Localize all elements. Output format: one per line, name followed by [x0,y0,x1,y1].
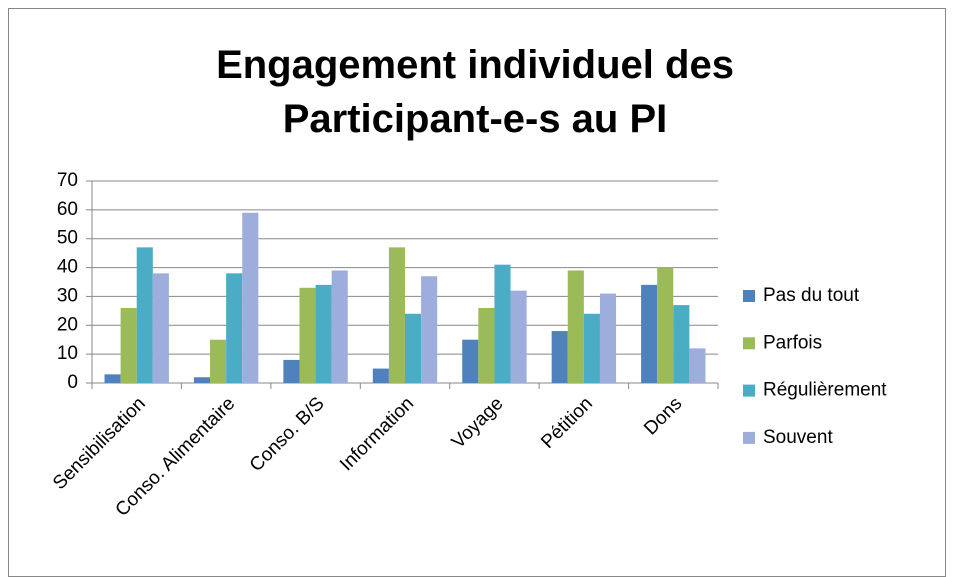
y-tick-label: 50 [57,228,78,249]
y-tick-label: 30 [57,285,78,306]
bar [372,368,389,383]
bar [242,212,259,383]
bar [657,267,674,383]
bar [210,339,227,383]
y-tick-label: 0 [67,372,78,393]
bar [421,276,438,383]
y-tick-label: 10 [57,343,78,364]
chart-title: Engagement individuel des Participant-e-… [216,43,734,141]
bar [478,307,495,383]
bar [551,331,568,383]
bar [405,313,422,383]
bar [299,287,316,383]
bar [599,293,617,383]
legend-label: Souvent [763,427,833,448]
legend-swatch [743,384,755,397]
legend-swatch [743,431,755,444]
y-tick-label: 60 [57,199,78,220]
bar [120,307,137,383]
legend-swatch [743,337,755,350]
bar [331,270,348,383]
legend-label: Parfois [763,332,822,353]
y-tick-label: 40 [57,257,78,278]
y-tick-label: 20 [57,314,78,335]
bar [462,339,479,383]
bar [689,348,706,383]
legend-label: Régulièrement [763,380,887,401]
bar [193,377,211,383]
bar [641,284,658,383]
bar [315,284,332,383]
bar [152,273,169,383]
bar [136,247,153,383]
bar [283,359,300,383]
bar [226,273,243,383]
legend-label: Pas du tout [763,285,860,306]
y-tick-label: 70 [57,170,78,191]
bar [673,305,690,383]
bar [104,374,121,383]
bar [583,313,600,383]
bar [510,290,527,383]
legend-swatch [743,290,755,302]
bar [567,270,584,383]
bar [494,264,511,383]
bar [388,247,405,383]
